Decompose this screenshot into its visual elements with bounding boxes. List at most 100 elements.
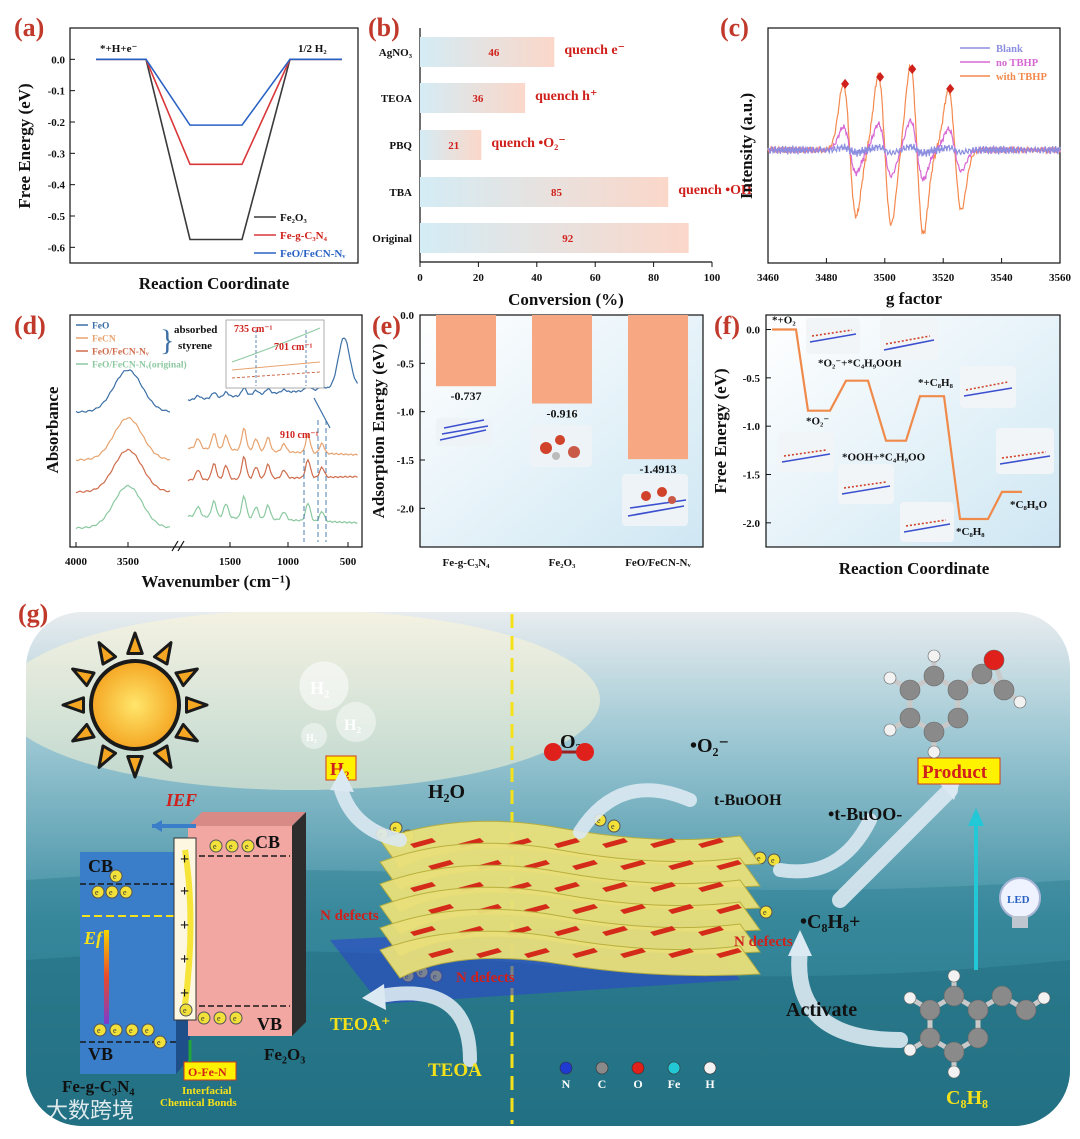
styrene-molecule (903, 969, 1051, 1079)
chart-d-brace: } (160, 324, 174, 357)
electron (197, 1011, 211, 1025)
chart-d-inset-arrow (313, 397, 331, 429)
chart-f-ytick-label: -1.0 (743, 421, 761, 433)
chart-a-frame (69, 27, 359, 264)
h2-bubble-2-label: H₂ (344, 717, 361, 734)
chart-c-peak-marker (908, 64, 917, 75)
sun-ray (152, 744, 173, 769)
n-defects-label-3: N defects (734, 934, 793, 950)
chart-a: 0.0 -0.1 -0.2 -0.3 -0.4 -0.5 -0.6 *+H+e⁻ 1/2 H… (15, 27, 359, 293)
chart-f-step-label: *+O₂ (772, 315, 796, 327)
electron-symbol: e (229, 842, 233, 851)
chart-e-ytick-label: -2.0 (397, 503, 415, 515)
plus-sign: + (180, 951, 189, 968)
chart-e-category-label: FeO/FeCN-Nᵥ (625, 557, 691, 569)
electron-symbol: e (611, 822, 615, 831)
chart-e-ytick-label: 0.0 (400, 310, 414, 322)
ef-label: Ef (83, 928, 104, 948)
chart-d-inset: 735 cm⁻¹ 701 cm⁻¹ (225, 319, 325, 389)
electron-symbol: e (393, 824, 397, 833)
chart-f-ytick-label: -1.5 (743, 470, 761, 482)
chart-c-legend-label: Blank (996, 44, 1023, 55)
chart-a-ytick-label: -0.1 (48, 86, 65, 98)
n-defects-label-2: N defects (456, 970, 515, 986)
electron-symbol: e (245, 842, 249, 851)
panel-label-c: (c) (720, 13, 749, 42)
electron-symbol: e (97, 1026, 101, 1035)
styrene-oxide-molecule (883, 649, 1027, 759)
molecule-atom (967, 999, 989, 1021)
h2o-label: H₂O (428, 781, 465, 803)
right-material-label: Fe₂O₃ (264, 1045, 305, 1064)
fe-oxide-nanorod (650, 838, 676, 848)
c8h8-label: C₈H₈ (946, 1087, 988, 1109)
h2-bubble-1-label: H₂ (310, 678, 329, 698)
molecule-atom (899, 679, 921, 701)
chart-e-structure-2 (530, 425, 592, 467)
chart-f-step-label: *C₈H₈ (956, 526, 985, 538)
chart-c-frame (767, 27, 1061, 264)
fe-oxide-nanorod (428, 904, 454, 914)
chart-b-value-label: 36 (472, 93, 484, 105)
sun-ray (174, 667, 199, 688)
atom-legend-dot (631, 1061, 645, 1075)
o2-arrow (573, 783, 697, 839)
molecule-atom (947, 969, 961, 983)
molecule-atom (899, 707, 921, 729)
electron-symbol: e (763, 908, 767, 917)
chart-b-bar (420, 37, 555, 67)
molecule-atom (947, 707, 969, 729)
chart-d-series-right (187, 455, 358, 482)
bond-caption-2: Chemical Bonds (160, 1097, 237, 1109)
fe-oxide-nanorod (428, 860, 454, 870)
chart-a-ytick-label: 0.0 (51, 54, 65, 66)
chart-f-ytick-label: -0.5 (743, 373, 761, 385)
chart-b-bar (420, 223, 689, 253)
chart-d-series-right (187, 427, 358, 457)
electron (213, 1011, 227, 1025)
catalyst-stack (330, 820, 761, 1004)
chart-b-bar (420, 130, 482, 160)
fe-oxide-nanorod (572, 948, 598, 958)
o2-label: O₂ (560, 731, 582, 753)
product-label: Product (922, 762, 988, 783)
chart-d-series-right (187, 494, 358, 524)
chart-e-structure-3 (622, 474, 688, 526)
chart-e-ytick-label: -0.5 (397, 358, 415, 370)
chart-f-xlabel: Reaction Coordinate (839, 559, 990, 578)
fe-oxide-nanorod (668, 904, 694, 914)
fe-oxide-nanorod (554, 838, 580, 848)
chart-e-value-label: -1.4913 (640, 462, 677, 476)
molecule-atom (967, 1027, 989, 1049)
fe-oxide-nanorod (716, 904, 742, 914)
chart-f-step-label: *O₂⁻ (806, 416, 829, 428)
plus-sign: + (180, 985, 189, 1002)
molecule-atom (903, 991, 917, 1005)
bond-label-box (183, 1061, 237, 1081)
molecule-atom (1037, 991, 1051, 1005)
chart-b-value-label: 21 (448, 140, 459, 152)
band-left-vb: VB (88, 1044, 113, 1064)
chart-b-category-label: TBA (389, 187, 412, 199)
band-right-vb: VB (257, 1014, 282, 1034)
chart-d-xtick-label: 1000 (277, 556, 300, 568)
molecule-atom (943, 1041, 965, 1063)
molecule-atom (971, 663, 993, 685)
panel-label-d: (d) (14, 311, 46, 340)
chart-b-category-label: AgNO₃ (379, 47, 413, 59)
electron-symbol: e (109, 888, 113, 897)
molecule-atom (883, 671, 897, 685)
electron-symbol: e (183, 1006, 187, 1015)
chart-d-inset-label-735: 735 cm⁻¹ (234, 324, 273, 335)
chart-e: -0.737 Fe-g-C₃N₄ -0.916 Fe₂O₃ -1.4913 FeO/FeC… (369, 310, 704, 569)
chart-b-bar (420, 83, 526, 113)
panel-label-f: (f) (714, 311, 740, 340)
chart-b-value-label: 92 (562, 233, 574, 245)
chart-f-energy-path (772, 328, 1022, 521)
chart-a-series-line (96, 58, 342, 126)
electron (141, 1023, 155, 1037)
fe-oxide-nanorod (410, 882, 436, 892)
watermark: 大数跨境 (7, 1098, 134, 1123)
electron-symbol: e (217, 1014, 221, 1023)
molecule-atom (903, 1043, 917, 1057)
